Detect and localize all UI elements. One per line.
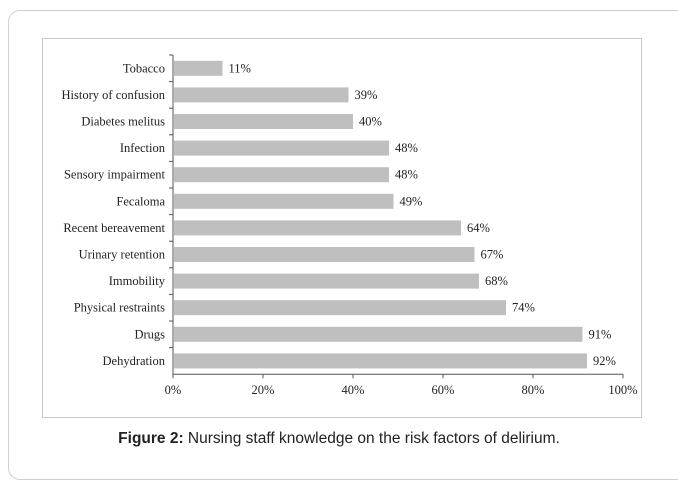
- value-label: 67%: [481, 248, 504, 262]
- category-label: Infection: [120, 141, 166, 155]
- bar: [174, 167, 389, 183]
- value-label: 74%: [512, 301, 535, 315]
- value-label: 48%: [395, 168, 418, 182]
- figure-caption: Figure 2: Nursing staff knowledge on the…: [0, 430, 678, 448]
- bar: [174, 60, 223, 76]
- bar: [174, 326, 583, 342]
- caption-label: Figure 2:: [118, 430, 184, 447]
- x-tick-label: 0%: [165, 383, 182, 397]
- caption-text: Nursing staff knowledge on the risk fact…: [183, 430, 560, 447]
- category-label: Immobility: [109, 274, 166, 288]
- category-label: Tobacco: [123, 61, 165, 75]
- chart-area: Tobacco 11% History of confusion 39% Diabete…: [42, 38, 642, 418]
- category-label: Dehydration: [103, 354, 166, 368]
- x-tick-label: 40%: [342, 383, 365, 397]
- bar: [174, 114, 353, 129]
- bar: [174, 247, 475, 262]
- value-label: 48%: [395, 141, 418, 155]
- x-tick-label: 80%: [522, 383, 545, 397]
- category-label: Sensory impairment: [64, 168, 166, 182]
- bar-chart: Tobacco 11% History of confusion 39% Diabete…: [62, 54, 638, 397]
- value-label: 91%: [589, 327, 612, 341]
- bar: [174, 87, 349, 103]
- bar: [174, 300, 506, 316]
- bar: [174, 193, 394, 209]
- value-label: 11%: [229, 61, 251, 75]
- x-tick-label: 20%: [252, 383, 275, 397]
- value-label: 64%: [467, 221, 490, 235]
- category-label: Drugs: [134, 327, 165, 341]
- category-label: Physical restraints: [74, 301, 165, 315]
- bar: [174, 273, 479, 289]
- bar: [174, 140, 389, 156]
- x-tick-label: 60%: [432, 383, 455, 397]
- value-label: 92%: [593, 354, 616, 368]
- category-label: Diabetes melitus: [81, 115, 165, 129]
- value-label: 49%: [400, 194, 423, 208]
- category-label: History of confusion: [62, 88, 166, 102]
- category-label: Fecaloma: [116, 194, 165, 208]
- bar: [174, 220, 461, 236]
- x-tick-label: 100%: [608, 383, 637, 397]
- value-label: 40%: [359, 115, 382, 129]
- category-label: Recent bereavement: [63, 221, 165, 235]
- value-label: 39%: [355, 88, 378, 102]
- value-label: 68%: [485, 274, 508, 288]
- category-label: Urinary retention: [79, 248, 166, 262]
- bar: [174, 353, 587, 369]
